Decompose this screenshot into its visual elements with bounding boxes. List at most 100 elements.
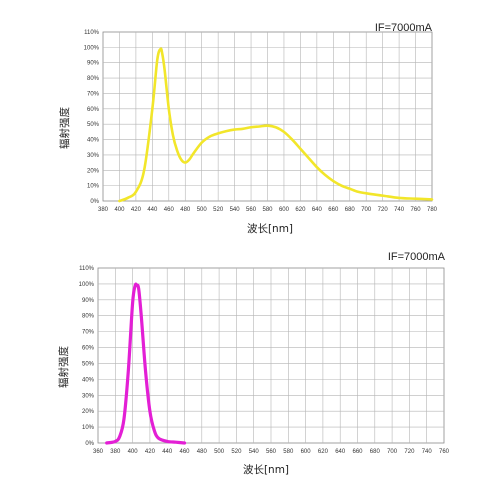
data-point	[128, 371, 129, 372]
x-tick-label: 420	[131, 207, 142, 213]
x-tick-label: 540	[230, 207, 241, 213]
x-tick-label: 660	[352, 449, 363, 455]
data-point	[149, 411, 150, 412]
data-point	[308, 157, 309, 158]
x-tick-label: 580	[262, 207, 273, 213]
x-tick-label: 400	[114, 207, 125, 213]
data-point	[157, 59, 158, 60]
y-tick-label: 20%	[82, 409, 95, 415]
y-tick-label: 100%	[79, 282, 95, 288]
y-tick-label: 110%	[79, 266, 95, 272]
x-tick-label: 440	[147, 207, 158, 213]
data-point	[119, 436, 120, 437]
x-tick-label: 640	[312, 207, 323, 213]
y-tick-label: 0%	[85, 441, 94, 447]
y-tick-label: 90%	[87, 61, 100, 67]
y-tick-label: 90%	[82, 298, 95, 304]
data-point	[172, 134, 173, 135]
x-tick-label: 680	[370, 449, 381, 455]
data-point	[209, 136, 210, 137]
y-tick-label: 60%	[87, 107, 100, 113]
chart-bottom: 360 380 400 420 440 460 480 500 520 540 560 580 600 6…	[57, 251, 450, 476]
data-point	[251, 127, 252, 128]
data-point	[144, 170, 145, 171]
y-tick-label: 10%	[82, 425, 95, 431]
x-tick-label: 540	[249, 449, 260, 455]
spectrum-line	[118, 47, 434, 203]
data-point	[119, 201, 120, 202]
data-point	[189, 159, 190, 160]
x-tick-label: 780	[427, 207, 438, 213]
x-tick-label: 680	[345, 207, 356, 213]
y-tick-label: 50%	[87, 122, 100, 128]
x-tick-label: 600	[279, 207, 290, 213]
x-tick-label: 560	[266, 449, 277, 455]
data-point	[145, 371, 146, 372]
grid	[98, 268, 444, 443]
x-tick-label: 360	[93, 449, 104, 455]
data-point	[141, 315, 142, 316]
x-tick-label: 420	[145, 449, 156, 455]
data-point	[267, 125, 268, 126]
x-tick-label: 460	[164, 207, 175, 213]
data-point	[138, 288, 139, 289]
data-point	[160, 48, 161, 49]
x-tick-label: 640	[335, 449, 346, 455]
y-tick-label: 100%	[84, 45, 100, 51]
y-tick-label: 20%	[87, 168, 100, 174]
y-tick-label: 40%	[82, 377, 95, 383]
x-tick-label: 520	[231, 449, 242, 455]
data-point	[136, 285, 137, 286]
data-point	[158, 438, 159, 439]
data-point	[135, 285, 136, 286]
data-point	[164, 70, 165, 71]
y-tick-label: 110%	[84, 30, 100, 36]
x-tick-label: 520	[213, 207, 224, 213]
data-point	[366, 193, 367, 194]
data-point	[399, 197, 400, 198]
data-point	[333, 181, 334, 182]
data-point	[341, 185, 342, 186]
data-point	[316, 167, 317, 168]
x-tick-label: 480	[197, 449, 208, 455]
x-tick-label: 380	[98, 207, 109, 213]
data-point	[259, 126, 260, 127]
spectrum-line	[105, 282, 187, 445]
current-annotation: IF=7000mA	[388, 251, 446, 263]
x-tick-label: 700	[361, 207, 372, 213]
x-tick-label: 400	[128, 449, 139, 455]
x-tick-label: 460	[179, 449, 190, 455]
y-tick-label: 80%	[87, 76, 100, 82]
data-point	[283, 131, 284, 132]
data-point	[135, 191, 136, 192]
x-axis-label: 波长[nm]	[247, 222, 293, 235]
data-point	[132, 303, 133, 304]
data-point	[185, 162, 186, 163]
x-tick-label: 740	[422, 449, 433, 455]
data-point	[167, 441, 168, 442]
data-point	[154, 430, 155, 431]
data-point	[193, 153, 194, 154]
data-point	[325, 174, 326, 175]
data-point	[162, 53, 163, 54]
x-tick-label: 760	[411, 207, 422, 213]
x-tick-label: 500	[214, 449, 225, 455]
y-tick-label: 50%	[82, 361, 95, 367]
data-point	[177, 150, 178, 151]
x-tick-label: 600	[301, 449, 312, 455]
y-tick-label: 10%	[87, 184, 100, 190]
data-point	[201, 142, 202, 143]
y-tick-label: 40%	[87, 138, 100, 144]
y-tick-label: 30%	[87, 153, 100, 159]
data-point	[415, 198, 416, 199]
x-axis-label: 波长[nm]	[243, 463, 289, 476]
data-point	[218, 133, 219, 134]
data-point	[123, 419, 124, 420]
x-tick-label: 620	[295, 207, 306, 213]
data-point	[184, 443, 185, 444]
data-point	[300, 148, 301, 149]
data-point	[357, 191, 358, 192]
current-annotation: IF=7000mA	[375, 22, 433, 34]
y-tick-label: 30%	[82, 393, 95, 399]
